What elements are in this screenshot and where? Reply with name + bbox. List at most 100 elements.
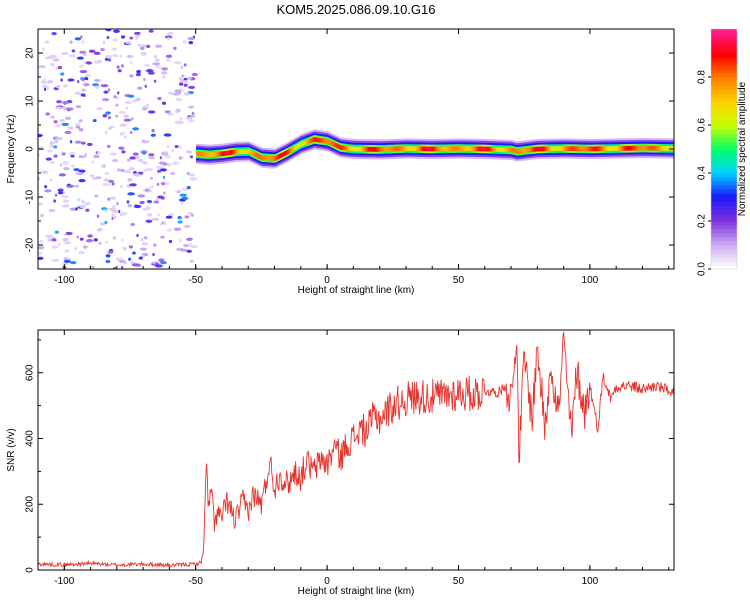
signal-cell	[484, 146, 486, 152]
colorbar-swatch	[711, 133, 737, 138]
noise-cell	[81, 88, 87, 92]
signal-cell	[444, 146, 446, 152]
signal-cell	[548, 146, 550, 152]
noise-cell	[83, 80, 87, 85]
colorbar-swatch	[711, 261, 737, 266]
colorbar-swatch	[711, 85, 737, 90]
colorbar-swatch	[711, 77, 737, 82]
signal-cell	[523, 148, 525, 154]
signal-cell	[585, 146, 587, 152]
noise-cell	[175, 189, 178, 193]
signal-cell	[533, 147, 535, 152]
signal-cell	[300, 142, 302, 148]
noise-cell	[171, 148, 174, 152]
signal-cell	[477, 146, 479, 152]
signal-cell	[642, 145, 644, 151]
signal-cell	[286, 150, 288, 156]
signal-cell	[243, 149, 245, 154]
signal-cell	[218, 151, 220, 157]
x-tick-label: 100	[582, 275, 599, 286]
noise-cell	[160, 235, 165, 239]
signal-cell	[294, 145, 296, 151]
colorbar-swatch	[711, 141, 737, 146]
signal-cell	[380, 147, 382, 152]
x-tick-label: 100	[582, 576, 599, 587]
noise-cell	[137, 43, 144, 48]
noise-cell	[57, 188, 64, 192]
signal-cell	[405, 146, 407, 151]
noise-cell	[144, 84, 147, 88]
signal-cell	[245, 149, 247, 154]
y-tick-label: 10	[25, 95, 36, 107]
plot-area	[38, 330, 674, 570]
colorbar-tick-label: 0.6	[697, 118, 708, 132]
signal-cell	[462, 146, 464, 151]
noise-cell	[104, 171, 110, 176]
signal-cell	[205, 152, 207, 157]
noise-cell	[54, 230, 60, 234]
noise-cell	[166, 228, 172, 232]
noise-cell	[179, 156, 182, 160]
signal-cell	[397, 146, 399, 152]
signal-cell	[290, 148, 292, 153]
signal-cell	[502, 147, 504, 153]
signal-cell	[448, 146, 450, 152]
noise-cell	[158, 161, 166, 165]
signal-cell	[494, 146, 496, 152]
signal-cell	[198, 151, 200, 157]
signal-cell	[471, 146, 473, 152]
signal-cell	[596, 146, 598, 152]
signal-cell	[235, 149, 237, 155]
signal-cell	[264, 155, 266, 161]
noise-cell	[58, 242, 61, 246]
signal-cell	[466, 146, 468, 152]
noise-cell	[157, 195, 164, 199]
signal-cell	[435, 146, 437, 152]
noise-cell	[70, 261, 77, 265]
signal-cell	[320, 137, 322, 143]
signal-cell	[476, 146, 478, 152]
noise-cell	[45, 86, 50, 90]
signal-cell	[381, 147, 383, 152]
signal-cell	[420, 146, 422, 152]
noise-cell	[171, 161, 180, 165]
signal-cell	[581, 146, 583, 152]
noise-cell	[100, 47, 105, 52]
noise-cell	[159, 156, 162, 160]
signal-cell	[633, 145, 635, 151]
signal-cell	[561, 146, 563, 151]
noise-cell	[159, 222, 162, 226]
noise-cell	[50, 63, 55, 67]
signal-cell	[413, 146, 415, 152]
signal-cell	[577, 146, 579, 152]
noise-cell	[75, 172, 84, 176]
signal-cell	[622, 146, 624, 151]
signal-cell	[343, 145, 345, 151]
noise-cell	[118, 209, 121, 214]
noise-cell	[55, 84, 61, 89]
signal-cell	[326, 138, 328, 144]
signal-cell	[337, 143, 339, 149]
noise-cell	[189, 155, 194, 159]
noise-cell	[175, 108, 182, 112]
noise-cell	[168, 239, 173, 244]
signal-cell	[620, 146, 622, 151]
noise-cell	[45, 112, 50, 116]
signal-cell	[375, 146, 377, 152]
signal-cell	[260, 154, 262, 160]
noise-cell	[61, 204, 68, 208]
signal-cell	[351, 146, 353, 152]
noise-cell	[119, 54, 123, 58]
noise-cell	[52, 58, 60, 62]
signal-cell	[475, 146, 477, 152]
noise-cell	[113, 29, 120, 33]
noise-cell	[76, 235, 79, 239]
signal-cell	[517, 148, 519, 154]
signal-cell	[666, 145, 668, 151]
noise-cell	[58, 137, 63, 141]
noise-cell	[127, 94, 135, 98]
noise-cell	[103, 164, 106, 169]
colorbar-swatch	[711, 125, 737, 130]
signal-cell	[430, 146, 432, 152]
signal-cell	[524, 148, 526, 153]
